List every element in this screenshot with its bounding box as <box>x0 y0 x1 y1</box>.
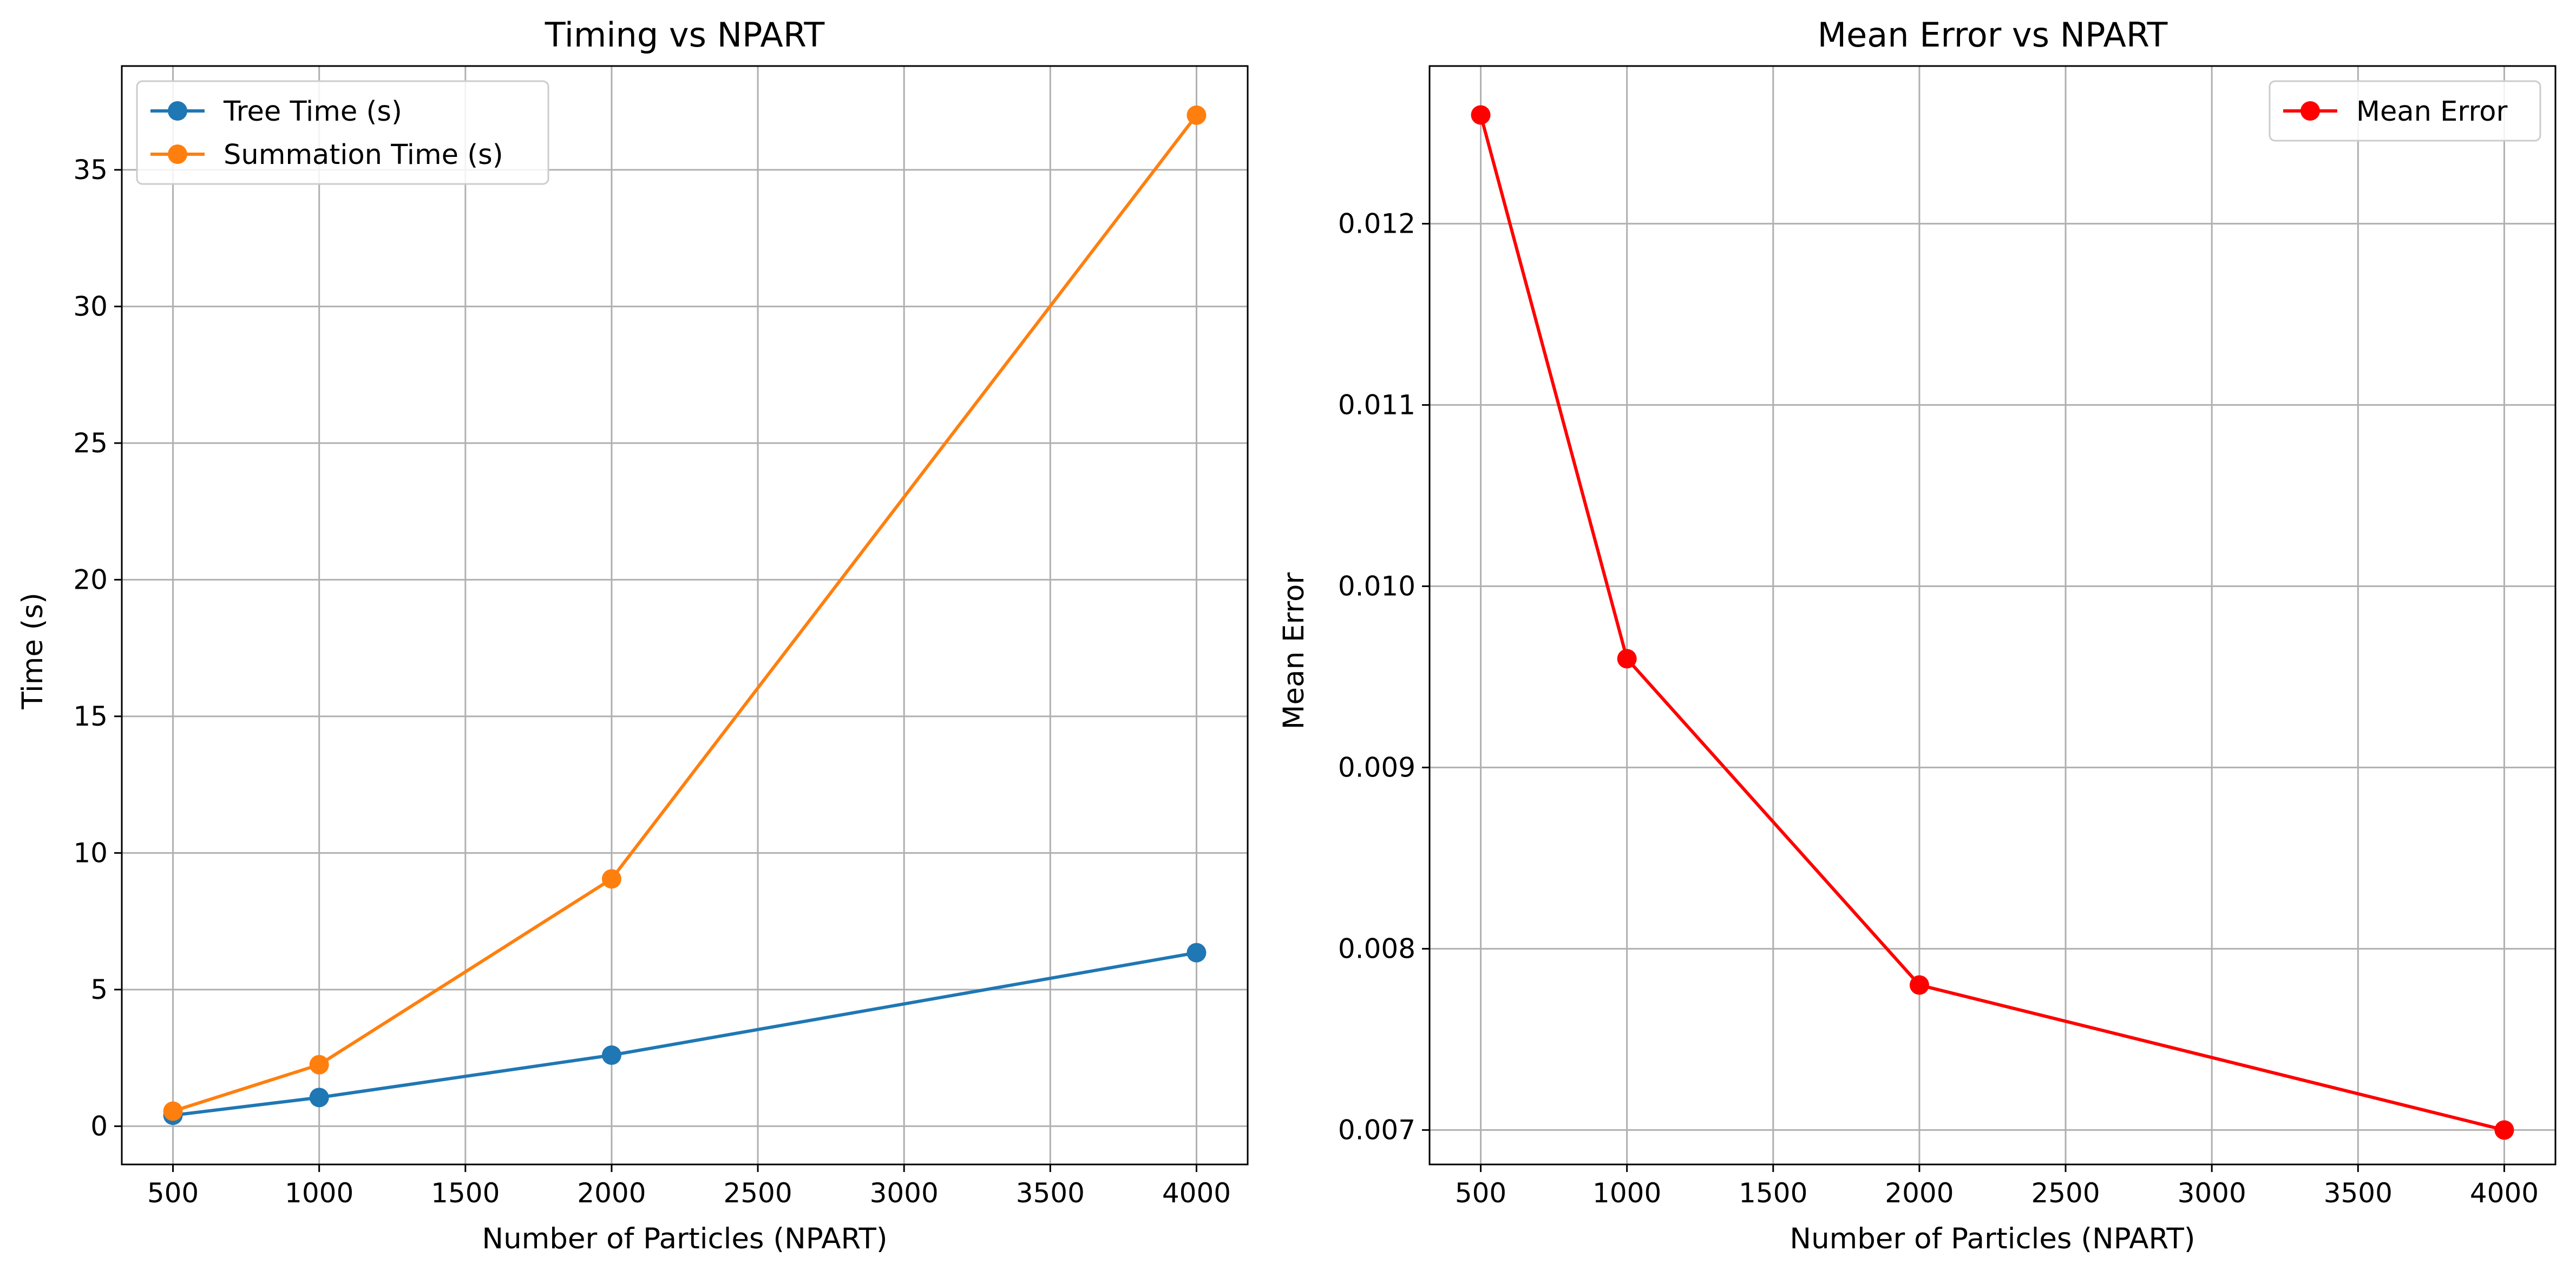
timing-chart-y-tick-label: 0 <box>90 1110 108 1142</box>
timing-chart-grid <box>122 66 1248 1164</box>
mean-error-chart-ticks: 500 1000 1500 2000 2500 3000 3500 4000 0.007 0.00… <box>1338 208 2539 1209</box>
timing-chart-legend: Tree Time (s) Summation Time (s) <box>136 80 549 185</box>
timing-chart-x-tick-label: 1500 <box>431 1177 500 1209</box>
timing-chart-x-tick-label: 3000 <box>870 1177 939 1209</box>
timing-chart-legend-box <box>136 80 549 185</box>
timing-chart-x-axis-label: Number of Particles (NPART) <box>482 1222 887 1255</box>
mean-error-chart-x-tick-label: 4000 <box>2470 1177 2539 1209</box>
timing-chart-legend-marker <box>168 101 187 121</box>
timing-chart-x-tick-label: 1000 <box>285 1177 353 1209</box>
timing-chart-data-point-summation-time-s <box>309 1055 329 1075</box>
mean-error-chart-y-tick-label: 0.011 <box>1338 389 1415 420</box>
mean-error-chart-x-tick-label: 500 <box>1455 1177 1506 1209</box>
mean-error-chart-series-line-mean-error <box>1479 114 2505 1132</box>
timing-chart-x-tick-label: 3500 <box>1016 1177 1085 1209</box>
mean-error-chart-x-tick-label: 1000 <box>1592 1177 1661 1209</box>
timing-chart-data-point-summation-time-s <box>1187 105 1207 125</box>
mean-error-chart-y-tick-label: 0.007 <box>1338 1114 1415 1146</box>
mean-error-chart-y-tick-label: 0.010 <box>1338 570 1415 602</box>
timing-chart-x-tick-label: 2000 <box>577 1177 646 1209</box>
mean-error-chart-legend-marker <box>2300 101 2320 121</box>
timing-chart-x-tick-label: 2500 <box>723 1177 792 1209</box>
mean-error-chart-y-axis-label: Mean Error <box>1277 572 1310 730</box>
timing-chart-legend-label: Summation Time (s) <box>224 139 503 171</box>
timing-chart-data-point-summation-time-s <box>601 869 621 889</box>
timing-chart-title: Timing vs NPART <box>545 15 825 55</box>
mean-error-chart-grid <box>1430 66 2555 1164</box>
mean-error-chart-data-point-mean-error <box>2494 1120 2514 1140</box>
timing-chart-y-tick-label: 10 <box>73 837 108 868</box>
timing-chart-data-point-tree-time-s <box>1187 943 1207 963</box>
timing-chart-data-point-tree-time-s <box>601 1045 621 1065</box>
mean-error-chart-series <box>1471 105 2514 1140</box>
timing-chart-y-tick-label: 30 <box>73 291 108 322</box>
timing-chart-x-tick-label: 500 <box>147 1177 199 1209</box>
timing-chart-legend-label: Tree Time (s) <box>223 96 402 128</box>
timing-chart-ticks: 500 1000 1500 2000 2500 3000 3500 4000 0 5 10 15 20 2… <box>73 154 1231 1209</box>
mean-error-chart-plot-frame <box>1428 65 2557 1166</box>
mean-error-chart-legend-label: Mean Error <box>2356 96 2508 128</box>
mean-error-chart: Mean Error vs NPART Number of Particles … <box>1277 15 2557 1255</box>
mean-error-chart-x-axis-label: Number of Particles (NPART) <box>1790 1222 2195 1255</box>
mean-error-chart-legend-box <box>2269 80 2541 142</box>
timing-chart-series <box>163 105 1207 1125</box>
mean-error-chart-title: Mean Error vs NPART <box>1818 15 2168 55</box>
mean-error-chart-x-tick-label: 3500 <box>2324 1177 2393 1209</box>
mean-error-chart-x-tick-label: 2000 <box>1885 1177 1954 1209</box>
mean-error-chart-y-tick-label: 0.012 <box>1338 208 1415 239</box>
timing-chart-y-tick-label: 15 <box>73 701 108 732</box>
mean-error-chart-x-tick-label: 2500 <box>2031 1177 2100 1209</box>
timing-chart-data-point-summation-time-s <box>163 1101 183 1121</box>
mean-error-chart-y-tick-label: 0.009 <box>1338 752 1415 783</box>
timing-chart-y-tick-label: 25 <box>73 427 108 459</box>
mean-error-chart-legend: Mean Error <box>2269 80 2541 142</box>
mean-error-chart-data-point-mean-error <box>1909 975 1929 995</box>
timing-chart-series-line-summation-time-s <box>172 114 1198 1113</box>
timing-chart-y-tick-label: 20 <box>73 564 108 595</box>
timing-chart: Timing vs NPART Number of Particles (NPA… <box>16 15 1249 1255</box>
mean-error-chart-x-tick-label: 1500 <box>1739 1177 1807 1209</box>
timing-chart-series-line-tree-time-s <box>173 951 1197 1117</box>
timing-chart-x-tick-label: 4000 <box>1162 1177 1231 1209</box>
mean-error-chart-data-point-mean-error <box>1617 649 1637 669</box>
timing-chart-data-point-tree-time-s <box>309 1088 329 1108</box>
mean-error-chart-y-tick-label: 0.008 <box>1338 933 1415 964</box>
timing-chart-y-tick-label: 5 <box>90 974 108 1005</box>
timing-chart-y-axis-label: Time (s) <box>16 593 49 710</box>
timing-chart-y-tick-label: 35 <box>73 154 108 186</box>
mean-error-chart-x-tick-label: 3000 <box>2178 1177 2246 1209</box>
timing-chart-plot-frame <box>121 65 1249 1166</box>
mean-error-chart-data-point-mean-error <box>1471 105 1491 125</box>
timing-chart-legend-marker <box>168 144 187 164</box>
